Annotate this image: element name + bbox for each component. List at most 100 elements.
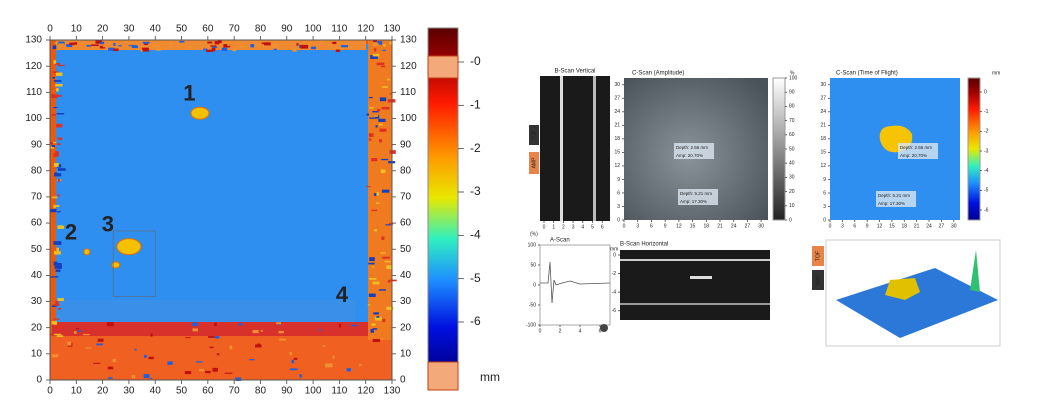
scan-noise — [195, 361, 203, 363]
annotation: Amp: 20.70% — [900, 153, 927, 158]
scan-noise — [52, 45, 57, 50]
b-scan-line — [620, 303, 770, 305]
scan-noise — [53, 204, 56, 209]
x-tick-label: 2 — [562, 224, 565, 230]
colorbar-handle[interactable] — [427, 55, 459, 79]
tof-button[interactable] — [529, 125, 539, 145]
scan-noise — [55, 83, 63, 87]
scan-noise — [142, 41, 150, 44]
x-tick-label: 0 — [543, 224, 546, 230]
scan-noise — [319, 40, 324, 43]
x-tick-label: 0 — [623, 223, 626, 229]
scan-noise — [156, 48, 161, 51]
y-tick-label: 6 — [617, 190, 620, 196]
y-tick-label: 0 — [400, 375, 406, 386]
scan-noise — [50, 276, 59, 278]
y-tick-label: 27 — [614, 96, 620, 102]
scan-noise — [368, 96, 373, 99]
amp-button[interactable] — [529, 152, 539, 174]
y-tick-label: 3 — [823, 204, 826, 210]
y-tick-label: 60 — [31, 218, 43, 229]
scan-noise — [58, 41, 65, 45]
panel-title: B-Scan Horizontal — [620, 242, 668, 248]
x-tick-label: 20 — [97, 386, 109, 397]
scan-noise — [389, 150, 396, 154]
scan-noise — [150, 377, 153, 379]
y-tick-label: 40 — [400, 270, 412, 281]
amp-button[interactable] — [812, 270, 824, 290]
y-tick-label: 3 — [617, 204, 620, 210]
scan-noise — [359, 364, 362, 366]
button-label[interactable]: AMP — [531, 157, 537, 169]
scan-noise — [209, 346, 214, 349]
scan-noise — [99, 45, 106, 49]
scan-noise — [370, 329, 374, 333]
scan-noise — [381, 107, 390, 110]
scan-noise — [57, 137, 63, 140]
b-scan-defect — [690, 276, 712, 279]
settings-icon[interactable] — [600, 324, 608, 332]
scan-noise — [57, 178, 60, 183]
scan-noise — [338, 323, 342, 328]
x-tick-label: 6 — [650, 223, 653, 229]
scan-noise — [143, 354, 147, 358]
y-tick-label: -4 — [984, 168, 989, 174]
scan-noise — [346, 368, 351, 372]
y-tick-label: 50 — [400, 244, 412, 255]
y-tick-label: 70 — [400, 192, 412, 203]
button-label[interactable]: TOF — [531, 130, 537, 140]
y-tick-label: 130 — [400, 35, 417, 46]
y-tick-label: 70 — [31, 192, 43, 203]
scan-noise — [52, 304, 60, 306]
y-tick-label: 30 — [820, 82, 826, 88]
y-tick-label: 0 — [533, 282, 536, 288]
scan-noise — [260, 329, 263, 332]
scan-noise — [389, 41, 393, 45]
scan-noise — [351, 324, 358, 327]
scan-noise — [325, 363, 333, 368]
annotation-box — [898, 143, 938, 159]
scan-noise — [289, 368, 298, 371]
tof-button[interactable] — [812, 246, 824, 266]
scan-noise — [52, 71, 59, 73]
colorbar-handle[interactable] — [427, 361, 459, 391]
scan-noise — [50, 142, 57, 144]
scan-noise — [278, 330, 284, 334]
x-tick-label: 10 — [71, 24, 83, 35]
y-tick-label: 40 — [31, 270, 43, 281]
scan-noise — [250, 44, 255, 48]
scan-noise — [216, 353, 220, 356]
y-tick-label: 80 — [400, 165, 412, 176]
scan-noise — [373, 48, 377, 52]
scan-noise — [97, 338, 104, 342]
x-tick-label: 130 — [384, 24, 401, 35]
scan-noise — [51, 305, 57, 307]
y-tick-label: 24 — [614, 109, 620, 115]
axis-unit: mm — [992, 70, 1000, 76]
scan-noise — [375, 114, 380, 119]
y-tick-label: 70 — [789, 118, 795, 124]
scan-noise — [55, 300, 59, 305]
y-tick-label: 30 — [31, 296, 43, 307]
scan-noise — [260, 40, 264, 43]
scan-noise — [376, 62, 385, 66]
scan-noise — [368, 262, 375, 265]
scan-noise — [279, 338, 286, 341]
scan-noise — [374, 115, 379, 117]
scan-noise — [54, 173, 62, 177]
scan-noise — [389, 222, 394, 225]
x-tick-label: 70 — [229, 386, 241, 397]
y-tick-label: -5 — [984, 188, 989, 194]
x-tick-label: 40 — [150, 24, 162, 35]
button-label[interactable]: AMP — [815, 274, 821, 286]
y-tick-label: 100 — [528, 242, 537, 248]
scan-noise — [57, 308, 62, 310]
y-tick-label: 21 — [614, 123, 620, 129]
scan-noise — [56, 262, 62, 266]
b-scan-line — [593, 76, 596, 221]
scan-noise — [371, 323, 376, 326]
x-tick-label: 0 — [47, 386, 53, 397]
y-tick-label: -4 — [612, 289, 617, 295]
x-tick-label: 18 — [704, 223, 710, 229]
button-label[interactable]: TOF — [815, 251, 821, 261]
